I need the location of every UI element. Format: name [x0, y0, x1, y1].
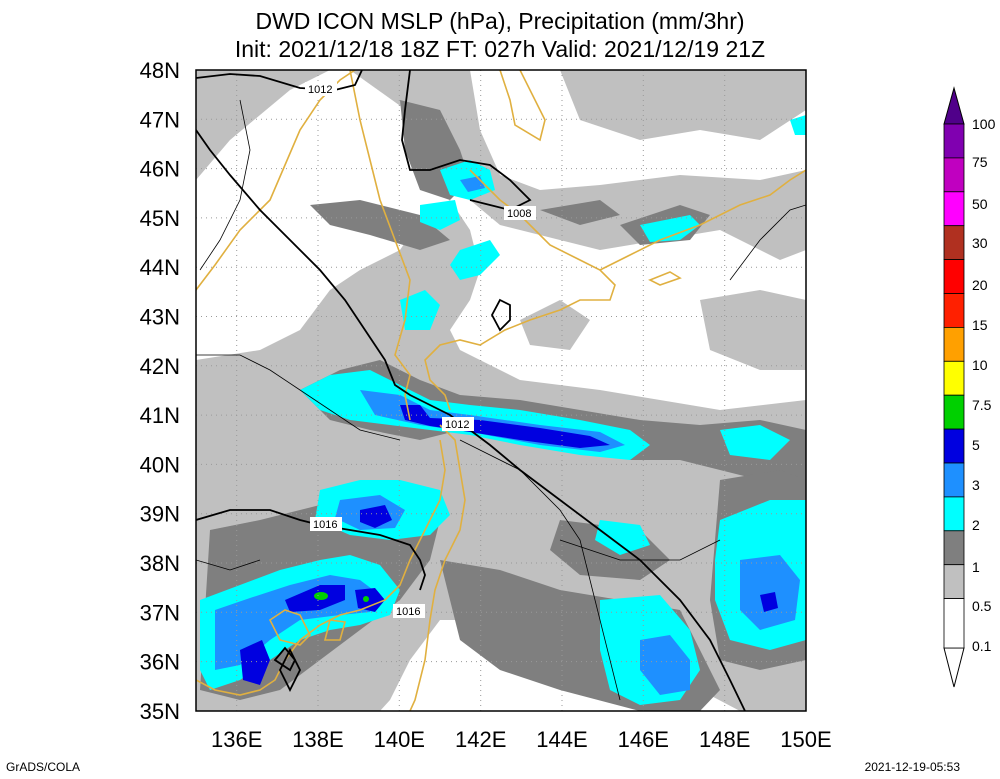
isobars — [196, 70, 746, 711]
isobar-label-1012-central: 1012 — [445, 419, 469, 431]
colorbar-swatch-2 — [943, 462, 965, 498]
colorbar-swatch-0-5 — [943, 530, 965, 566]
colorbar-swatch-100 — [943, 123, 965, 159]
borders — [196, 99, 806, 701]
colorbar-swatch-15 — [943, 293, 965, 328]
colorbar-top-triangle — [943, 86, 965, 125]
lon-tick-138e: 138E — [292, 727, 343, 752]
lat-tick-47n: 47N — [140, 107, 180, 132]
lon-tick-146e: 146E — [618, 727, 669, 752]
colorbar-label-1: 1 — [972, 559, 980, 575]
map-title: DWD ICON MSLP (hPa), Precipitation (mm/3… — [255, 8, 745, 34]
map-grid — [196, 70, 806, 711]
colorbar-label-30: 30 — [972, 235, 988, 251]
colorbar-label-75: 75 — [972, 154, 988, 170]
lat-tick-35n: 35N — [140, 699, 180, 724]
colorbar-label-3: 3 — [972, 477, 980, 493]
colorbar-label-20: 20 — [972, 277, 988, 293]
isobar-label-1008: 1008 — [507, 208, 531, 220]
isobar-label-1016-south: 1016 — [396, 606, 420, 618]
lon-tick-144e: 144E — [536, 727, 587, 752]
colorbar-label-0-1: 0.1 — [972, 638, 992, 654]
lon-tick-148e: 148E — [699, 727, 750, 752]
colorbar-swatch-7-5 — [943, 360, 965, 396]
lat-tick-40n: 40N — [140, 452, 180, 477]
lat-tick-48n: 48N — [140, 58, 180, 83]
map-subtitle: Init: 2021/12/18 18Z FT: 027h Valid: 202… — [234, 36, 766, 62]
isobar-label-1016-west: 1016 — [313, 519, 337, 531]
colorbar-swatch-0-1 — [943, 564, 965, 600]
colorbar-bottom-triangle — [943, 647, 965, 688]
colorbar-swatch-5 — [943, 394, 965, 430]
colorbar-swatch-1 — [943, 496, 965, 532]
colorbar: 100 75 50 30 20 15 10 7.5 5 3 2 1 0.5 0.… — [943, 86, 996, 688]
lat-tick-38n: 38N — [140, 551, 180, 576]
lon-tick-142e: 142E — [455, 727, 506, 752]
precip-layer-green — [314, 592, 369, 602]
map-plot-area: 1012 1008 1012 1016 1016 — [196, 70, 806, 711]
colorbar-swatch-3 — [943, 428, 965, 464]
lat-tick-42n: 42N — [140, 354, 180, 379]
lat-tick-46n: 46N — [140, 157, 180, 182]
lon-tick-140e: 140E — [374, 727, 425, 752]
lat-tick-43n: 43N — [140, 305, 180, 330]
map-frame — [195, 69, 807, 712]
lat-tick-36n: 36N — [140, 650, 180, 675]
lat-tick-37n: 37N — [140, 600, 180, 625]
lat-tick-44n: 44N — [140, 255, 180, 280]
colorbar-swatch-zero — [943, 598, 965, 649]
lat-tick-45n: 45N — [140, 206, 180, 231]
lat-tick-41n: 41N — [140, 403, 180, 428]
lon-tick-136e: 136E — [211, 727, 262, 752]
colorbar-label-7-5: 7.5 — [972, 397, 992, 413]
colorbar-label-50: 50 — [972, 196, 988, 212]
lat-tick-39n: 39N — [140, 502, 180, 527]
colorbar-swatch-10 — [943, 326, 965, 362]
software-credit: GrADS/COLA — [6, 760, 81, 774]
lat-tick-labels: 35N 36N 37N 38N 39N 40N 41N 42N 43N 44N … — [140, 58, 180, 724]
colorbar-label-10: 10 — [972, 357, 988, 373]
isobar-label-1012-north: 1012 — [308, 84, 332, 96]
colorbar-swatch-20 — [943, 259, 965, 294]
lon-tick-150e: 150E — [780, 727, 831, 752]
colorbar-label-0-5: 0.5 — [972, 598, 992, 614]
colorbar-swatch-30 — [943, 225, 965, 260]
lon-tick-labels: 136E 138E 140E 142E 144E 146E 148E 150E — [211, 727, 832, 752]
colorbar-label-100: 100 — [972, 116, 996, 132]
isobar-labels: 1012 1008 1012 1016 1016 — [305, 82, 536, 618]
colorbar-label-2: 2 — [972, 517, 980, 533]
precip-layer-deep-blue — [240, 405, 778, 685]
coastlines — [196, 70, 806, 711]
colorbar-swatch-50 — [943, 191, 965, 227]
colorbar-label-15: 15 — [972, 317, 988, 333]
colorbar-label-5: 5 — [972, 437, 980, 453]
colorbar-swatch-75 — [943, 157, 965, 193]
generated-timestamp: 2021-12-19-05:53 — [864, 760, 960, 774]
